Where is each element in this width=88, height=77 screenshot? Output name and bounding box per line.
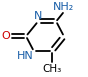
Text: N: N — [34, 11, 42, 21]
Text: HN: HN — [17, 51, 34, 61]
Text: O: O — [2, 31, 11, 41]
Text: NH₂: NH₂ — [53, 2, 75, 12]
Text: CH₃: CH₃ — [42, 64, 62, 74]
